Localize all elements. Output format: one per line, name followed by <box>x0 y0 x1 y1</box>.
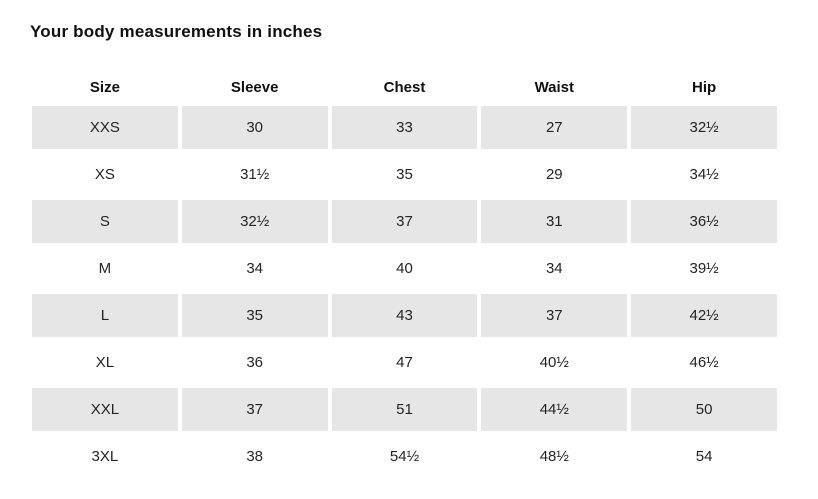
column-header-size: Size <box>32 72 178 102</box>
cell-hip: 46½ <box>631 341 777 384</box>
cell-size: XXS <box>32 106 178 149</box>
cell-sleeve: 30 <box>181 106 328 149</box>
cell-sleeve: 34 <box>181 247 328 290</box>
cell-chest: 54½ <box>331 435 478 478</box>
table-row-xxs: XXS 30 33 27 32½ <box>32 106 777 149</box>
column-header-hip: Hip <box>631 72 777 102</box>
cell-waist: 44½ <box>481 388 628 431</box>
cell-chest: 33 <box>331 106 478 149</box>
cell-sleeve: 31½ <box>181 153 328 196</box>
cell-size: 3XL <box>32 435 178 478</box>
cell-size: M <box>32 247 178 290</box>
cell-hip: 32½ <box>631 106 777 149</box>
cell-sleeve: 36 <box>181 341 328 384</box>
size-guide-page: Your body measurements in inches Size Sl… <box>28 22 781 482</box>
cell-hip: 34½ <box>631 153 777 196</box>
table-row-s: S 32½ 37 31 36½ <box>32 200 777 243</box>
cell-waist: 27 <box>481 106 628 149</box>
table-row-xxl: XXL 37 51 44½ 50 <box>32 388 777 431</box>
cell-waist: 37 <box>481 294 628 337</box>
cell-chest: 40 <box>331 247 478 290</box>
cell-hip: 50 <box>631 388 777 431</box>
cell-hip: 54 <box>631 435 777 478</box>
cell-waist: 40½ <box>481 341 628 384</box>
column-header-sleeve: Sleeve <box>181 72 328 102</box>
cell-chest: 35 <box>331 153 478 196</box>
header-row: Size Sleeve Chest Waist Hip <box>32 72 777 102</box>
column-header-waist: Waist <box>481 72 628 102</box>
page-title: Your body measurements in inches <box>30 22 323 41</box>
table-row-3xl: 3XL 38 54½ 48½ 54 <box>32 435 777 478</box>
cell-sleeve: 38 <box>181 435 328 478</box>
cell-sleeve: 37 <box>181 388 328 431</box>
cell-hip: 36½ <box>631 200 777 243</box>
cell-waist: 34 <box>481 247 628 290</box>
cell-size: XXL <box>32 388 178 431</box>
table-body: XXS 30 33 27 32½ XS 31½ 35 29 34½ S 32½ … <box>32 106 777 478</box>
table-header: Size Sleeve Chest Waist Hip <box>32 72 777 102</box>
table-row-xs: XS 31½ 35 29 34½ <box>32 153 777 196</box>
cell-hip: 42½ <box>631 294 777 337</box>
table-row-xl: XL 36 47 40½ 46½ <box>32 341 777 384</box>
cell-waist: 29 <box>481 153 628 196</box>
cell-chest: 47 <box>331 341 478 384</box>
cell-hip: 39½ <box>631 247 777 290</box>
cell-size: S <box>32 200 178 243</box>
cell-chest: 43 <box>331 294 478 337</box>
cell-size: L <box>32 294 178 337</box>
cell-chest: 37 <box>331 200 478 243</box>
cell-waist: 31 <box>481 200 628 243</box>
cell-sleeve: 32½ <box>181 200 328 243</box>
cell-waist: 48½ <box>481 435 628 478</box>
column-header-chest: Chest <box>331 72 478 102</box>
table-row-l: L 35 43 37 42½ <box>32 294 777 337</box>
cell-size: XS <box>32 153 178 196</box>
cell-sleeve: 35 <box>181 294 328 337</box>
size-measurements-table: Size Sleeve Chest Waist Hip XXS 30 33 27… <box>28 68 781 482</box>
table-row-m: M 34 40 34 39½ <box>32 247 777 290</box>
cell-size: XL <box>32 341 178 384</box>
cell-chest: 51 <box>331 388 478 431</box>
